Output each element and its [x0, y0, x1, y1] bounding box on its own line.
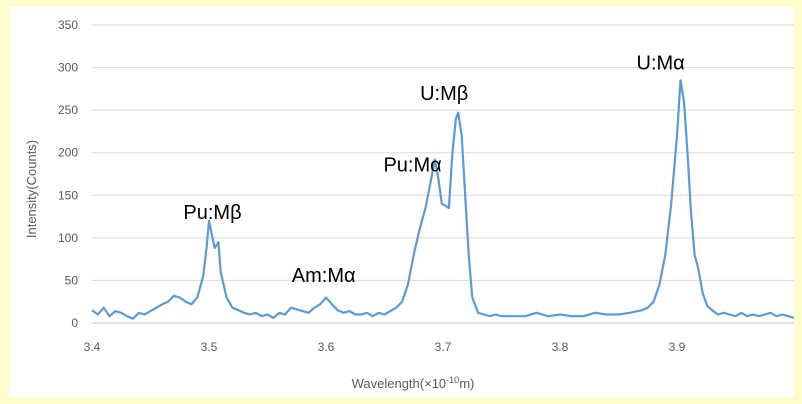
gridlines	[92, 24, 794, 281]
peak-label: U:Mβ	[420, 83, 468, 105]
chart: 0 50 100 150 200 250 300 350 3.4 3.5 3.6 3.7 3.8 3.9…	[24, 18, 794, 391]
y-tick-label: 350	[58, 18, 78, 32]
y-tick-label: 50	[65, 273, 79, 287]
x-tick-label: 3.4	[84, 340, 101, 354]
x-axis-title-unit: m	[459, 376, 470, 391]
x-tick-label: 3.8	[552, 340, 569, 354]
series-group	[91, 79, 794, 320]
x-tick-label: 3.7	[435, 340, 452, 354]
series-line-0	[91, 79, 794, 320]
y-tick-label: 0	[71, 316, 78, 330]
chart-area: 0 50 100 150 200 250 300 350 3.4 3.5 3.6 3.7 3.8 3.9…	[9, 7, 794, 397]
x-tick-label: 3.6	[318, 340, 335, 354]
y-axis-title: Intensity(Counts)	[24, 140, 39, 238]
y-tick-label: 200	[58, 146, 78, 160]
x-axis-title-times: ×	[424, 376, 432, 391]
x-tick-labels: 3.4 3.5 3.6 3.7 3.8 3.9	[84, 340, 686, 354]
peak-label: Am:Mα	[292, 265, 356, 287]
x-axis-title-suffix: )	[470, 376, 474, 391]
peak-label: Pu:Mα	[383, 154, 441, 176]
x-axis-title: Wavelength(×10-10m)	[352, 375, 475, 391]
x-tick-label: 3.9	[669, 340, 686, 354]
peak-annotations: Pu:Mβ Am:Mα Pu:Mα U:Mβ U:Mα	[183, 52, 684, 287]
y-tick-label: 150	[58, 188, 78, 202]
y-tick-label: 100	[58, 231, 78, 245]
x-axis-title-prefix: Wavelength(	[352, 376, 425, 391]
y-tick-labels: 0 50 100 150 200 250 300 350	[58, 18, 78, 330]
y-tick-label: 250	[58, 103, 78, 117]
x-axis-title-exponent: -10	[446, 375, 459, 385]
y-tick-label: 300	[58, 61, 78, 75]
peak-label: U:Mα	[637, 52, 685, 74]
x-tick-label: 3.5	[201, 340, 218, 354]
peak-label: Pu:Mβ	[183, 202, 241, 224]
x-axis-title-base: 10	[432, 376, 446, 391]
